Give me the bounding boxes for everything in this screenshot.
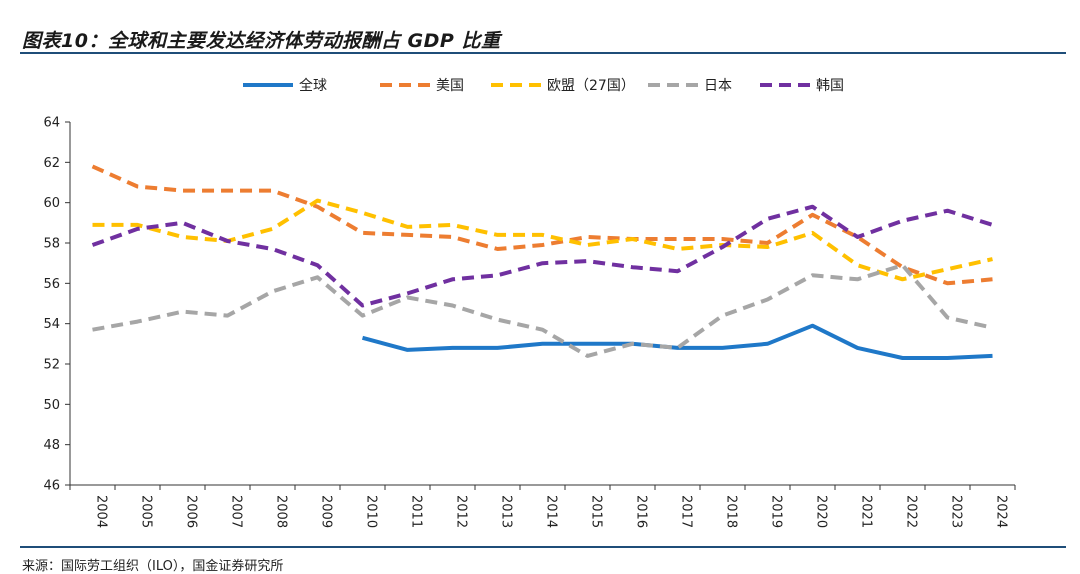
- axes: 46 48 50 52 54 56 58 60 62 64 2004 2005 2006 2007 2008…: [43, 116, 1016, 528]
- x-tick-label: 2012: [454, 495, 469, 528]
- x-tick-label: 2011: [409, 495, 424, 528]
- x-tick-label: 2009: [319, 495, 334, 528]
- x-tick-label: 2023: [949, 495, 964, 528]
- y-tick-label: 62: [43, 156, 60, 171]
- y-tick-label: 46: [43, 479, 60, 494]
- x-tick-label: 2018: [724, 495, 739, 528]
- legend-label-1: 美国: [436, 78, 464, 94]
- x-tick-label: 2017: [679, 495, 694, 528]
- source-note: 来源：国际劳工组织（ILO），国金证券研究所: [22, 559, 284, 574]
- series-line-0: [361, 323, 993, 360]
- y-tick-label: 52: [43, 358, 60, 373]
- y-tick-label: 56: [43, 277, 60, 292]
- source-rule: [20, 546, 1066, 548]
- x-tick-label: 2021: [859, 495, 874, 528]
- x-tick-label: 2013: [499, 495, 514, 528]
- legend-label-3: 日本: [704, 78, 732, 94]
- x-tick-label: 2022: [904, 495, 919, 528]
- x-tick-label: 2010: [364, 495, 379, 528]
- x-tick-label: 2004: [94, 495, 109, 528]
- series-line-1: [91, 164, 993, 286]
- y-tick-label: 60: [43, 196, 60, 211]
- legend-label-0: 全球: [299, 77, 327, 94]
- x-tick-label: 2024: [994, 495, 1009, 528]
- chart-title: 图表10：全球和主要发达经济体劳动报酬占 GDP 比重: [22, 30, 501, 52]
- x-tick-label: 2007: [229, 495, 244, 528]
- x-tick-label: 2006: [184, 495, 199, 528]
- legend-label-2: 欧盟（27国）: [547, 78, 635, 94]
- x-tick-label: 2008: [274, 495, 289, 528]
- legend: 全球 美国 欧盟（27国） 日本 韩国: [243, 77, 844, 94]
- x-tick-label: 2015: [589, 495, 604, 528]
- plot-area: [91, 164, 994, 360]
- x-tick-label: 2005: [139, 495, 154, 528]
- series-line-3: [92, 263, 993, 358]
- x-tick-label: 2014: [544, 495, 559, 528]
- series-line-2: [92, 198, 993, 282]
- legend-label-4: 韩国: [816, 78, 844, 94]
- title-rule: [20, 52, 1066, 54]
- x-tick-label: 2019: [769, 495, 784, 528]
- y-tick-label: 48: [43, 438, 60, 453]
- y-tick-label: 54: [43, 317, 60, 332]
- y-tick-label: 64: [43, 116, 60, 131]
- x-tick-label: 2020: [814, 495, 829, 528]
- x-tick-label: 2016: [634, 495, 649, 528]
- y-tick-label: 50: [43, 398, 60, 413]
- series-line-4: [91, 204, 994, 308]
- y-tick-label: 58: [43, 237, 60, 252]
